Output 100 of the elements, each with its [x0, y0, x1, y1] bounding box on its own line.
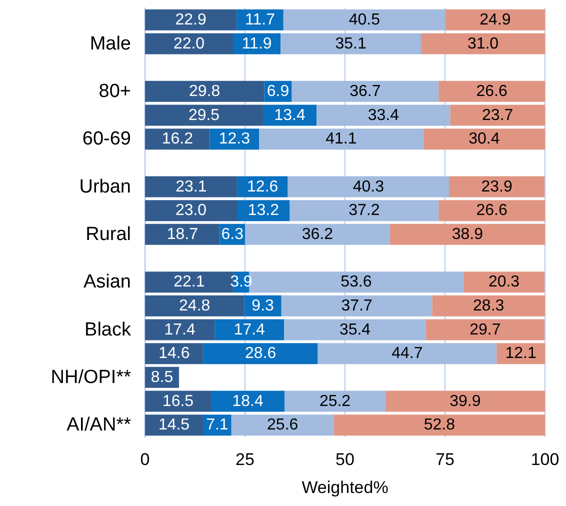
data-label: 29.7 — [470, 321, 501, 338]
bar — [284, 390, 386, 412]
bar — [145, 224, 220, 245]
x-tick-label: 25 — [236, 450, 254, 469]
data-label: 9.3 — [252, 297, 274, 314]
y-tick-label: Asian — [83, 272, 131, 293]
bar — [236, 9, 284, 30]
bar — [290, 200, 439, 222]
data-label: 24.8 — [179, 297, 210, 314]
data-label: 12.6 — [247, 178, 278, 196]
data-label: 23.0 — [175, 202, 207, 220]
data-label: 17.4 — [164, 321, 196, 338]
data-label: 37.7 — [341, 297, 372, 314]
bar — [316, 104, 450, 126]
bar — [145, 80, 264, 102]
bar — [231, 414, 334, 436]
bar — [445, 9, 545, 30]
data-label: 33.4 — [368, 106, 400, 124]
bar — [318, 343, 497, 364]
data-label: 35.4 — [339, 321, 371, 338]
bar — [145, 128, 210, 150]
data-label: 38.9 — [452, 226, 484, 243]
bar — [432, 295, 545, 316]
data-label: 20.3 — [488, 274, 520, 291]
x-tick-label: 100 — [530, 450, 560, 469]
bar — [281, 295, 432, 316]
bar — [283, 9, 446, 30]
y-tick-label: Rural — [86, 224, 131, 245]
data-label: 18.7 — [166, 226, 198, 243]
data-label: 29.5 — [188, 106, 220, 124]
x-tick-label: 75 — [436, 450, 454, 469]
data-label: 40.5 — [348, 11, 380, 28]
data-label: 16.5 — [162, 392, 194, 410]
data-label: 44.7 — [392, 345, 423, 362]
data-label: 37.2 — [348, 202, 380, 220]
bar — [214, 319, 284, 340]
bar — [334, 414, 545, 436]
data-label: 29.8 — [189, 82, 220, 100]
bar — [284, 319, 426, 340]
bar — [421, 33, 545, 54]
data-label: 12.3 — [218, 130, 250, 148]
data-label: 36.7 — [350, 82, 381, 100]
x-tick-label: 0 — [140, 450, 150, 469]
data-label: 22.1 — [174, 274, 205, 291]
x-tick-label: 50 — [336, 450, 354, 469]
data-label: 16.2 — [162, 130, 194, 148]
y-tick-label: NH/OPI** — [50, 366, 132, 388]
bar — [385, 390, 545, 412]
data-label: 24.9 — [480, 11, 511, 28]
data-label: 35.1 — [335, 35, 366, 52]
bar — [145, 200, 237, 222]
data-label: 36.2 — [302, 226, 334, 243]
data-label: 23.7 — [482, 106, 514, 124]
y-tick-label: Urban — [79, 176, 131, 198]
data-label: 14.6 — [158, 345, 190, 362]
data-label: 18.4 — [232, 392, 264, 410]
data-label: 53.6 — [340, 274, 372, 291]
data-label: 39.9 — [450, 392, 481, 410]
data-label: 23.1 — [176, 178, 207, 196]
data-label: 13.2 — [248, 202, 280, 220]
data-label: 28.3 — [473, 297, 504, 314]
bar — [280, 33, 421, 54]
data-label: 23.9 — [481, 178, 512, 196]
data-label: 28.6 — [245, 345, 276, 362]
bar — [145, 104, 263, 126]
bar — [145, 319, 215, 340]
bar — [145, 414, 203, 436]
bar — [426, 319, 545, 340]
data-label: 8.5 — [150, 368, 174, 386]
data-label: 22.9 — [175, 11, 206, 28]
x-axis-title: Weighted% — [302, 478, 388, 497]
data-label: 40.3 — [352, 178, 384, 196]
bar — [463, 272, 545, 293]
bar — [390, 224, 545, 245]
data-label: 14.5 — [158, 416, 190, 434]
data-label: 25.2 — [319, 392, 351, 410]
data-label: 6.9 — [266, 82, 290, 100]
data-label: 25.6 — [267, 416, 298, 434]
y-tick-label: AI/AN** — [66, 414, 132, 436]
y-tick-label: Male — [90, 33, 131, 54]
bar — [145, 343, 204, 364]
bar — [288, 176, 449, 198]
bar — [292, 80, 439, 102]
bar — [449, 176, 545, 198]
data-label: 52.8 — [424, 416, 456, 434]
y-tick-label: 60-69 — [82, 128, 131, 150]
data-label: 31.0 — [467, 35, 499, 52]
data-label: 11.9 — [242, 35, 272, 52]
bar — [438, 80, 545, 102]
bar — [145, 9, 237, 30]
data-label: 26.6 — [476, 202, 508, 220]
data-label: 13.4 — [274, 106, 306, 124]
bar — [145, 176, 238, 198]
y-tick-label: 80+ — [98, 80, 131, 102]
data-label: 17.4 — [234, 321, 266, 338]
bar — [259, 128, 424, 150]
bar — [450, 104, 545, 126]
data-label: 11.7 — [245, 11, 276, 28]
data-label: 41.1 — [326, 130, 357, 148]
bar — [145, 295, 244, 316]
